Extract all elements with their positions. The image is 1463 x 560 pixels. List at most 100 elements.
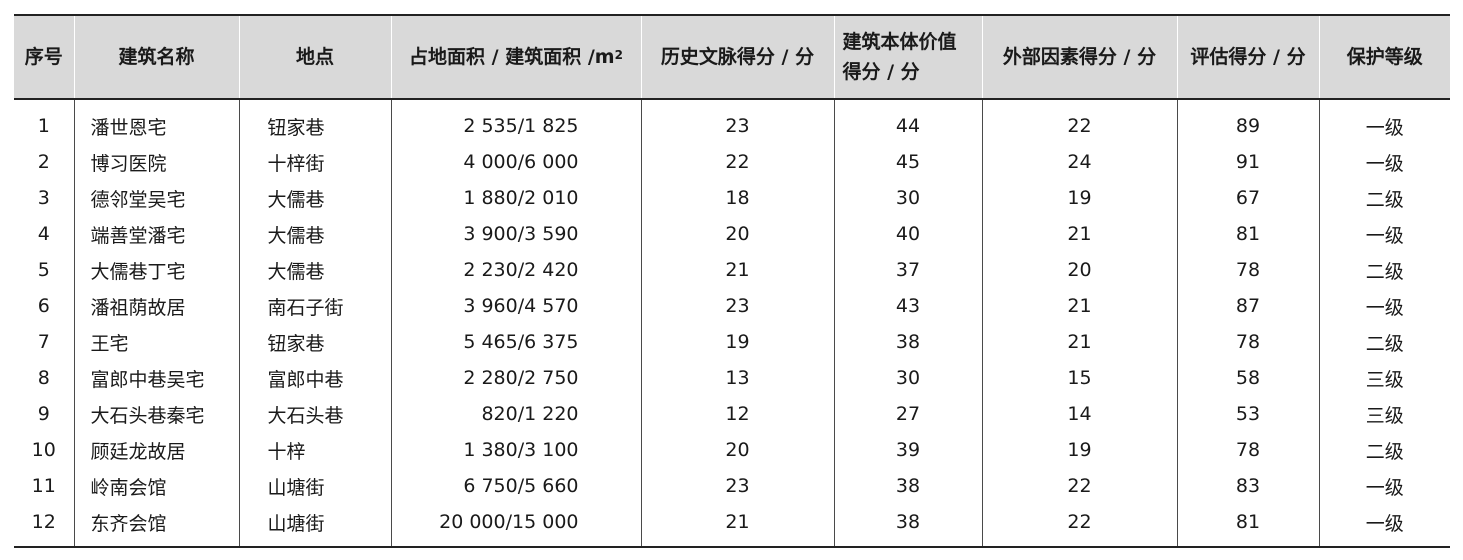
table-row: 1 潘世恩宅 钮家巷 2 535/1 825 23 44 22 89 一级 [14,99,1450,144]
header-external: 外部因素得分 / 分 [981,14,1177,100]
cell-area: 5 465/6 375 [390,324,641,360]
building-assessment-table: 序号 建筑名称 地点 占地面积 / 建筑面积 /m2 历史文脉得分 / 分 建筑… [14,14,1450,548]
header-value-line2: 得分 / 分 [842,61,920,83]
cell-no: 8 [37,367,50,389]
cell-value: 38 [833,468,982,504]
cell-no: 2 [37,151,50,173]
cell-history: 12 [640,396,834,432]
cell-location: 钮家巷 [238,99,391,144]
table-row: 5 大儒巷丁宅 大儒巷 2 230/2 420 21 37 20 78 二级 [14,252,1450,288]
header-area: 占地面积 / 建筑面积 /m2 [390,14,641,100]
cell-external: 22 [981,504,1177,548]
cell-name: 东齐会馆 [73,504,239,548]
table-row: 10 顾廷龙故居 十梓 1 380/3 100 20 39 19 78 二级 [14,432,1450,468]
cell-name: 顾廷龙故居 [73,432,239,468]
cell-name: 端善堂潘宅 [73,216,239,252]
header-level: 保护等级 [1318,14,1450,100]
cell-no: 1 [37,115,50,137]
cell-name: 大儒巷丁宅 [73,252,239,288]
cell-level: 三级 [1318,360,1450,396]
cell-external: 20 [981,252,1177,288]
cell-history: 21 [640,504,834,548]
cell-level: 一级 [1318,288,1450,324]
cell-total: 78 [1176,252,1319,288]
cell-location: 大儒巷 [238,216,391,252]
cell-area: 3 960/4 570 [390,288,641,324]
cell-value: 30 [833,180,982,216]
cell-level: 一级 [1318,144,1450,180]
cell-no: 11 [31,475,56,497]
cell-total: 91 [1176,144,1319,180]
cell-no: 5 [37,259,50,281]
cell-area: 6 750/5 660 [390,468,641,504]
cell-level: 一级 [1318,216,1450,252]
cell-total: 89 [1176,99,1319,144]
cell-history: 21 [640,252,834,288]
cell-external: 24 [981,144,1177,180]
cell-external: 19 [981,180,1177,216]
cell-location: 大儒巷 [238,180,391,216]
cell-name: 德邻堂吴宅 [73,180,239,216]
table-container: 序号 建筑名称 地点 占地面积 / 建筑面积 /m2 历史文脉得分 / 分 建筑… [14,14,1450,548]
table-row: 4 端善堂潘宅 大儒巷 3 900/3 590 20 40 21 81 一级 [14,216,1450,252]
cell-location: 钮家巷 [238,324,391,360]
cell-total: 81 [1176,504,1319,548]
cell-external: 22 [981,468,1177,504]
cell-no: 12 [14,504,74,548]
cell-area: 3 900/3 590 [390,216,641,252]
table-row: 12 东齐会馆 山塘街 20 000/15 000 21 38 22 81 一级 [14,504,1450,548]
cell-total: 81 [1176,216,1319,252]
cell-value: 38 [833,504,982,548]
cell-location: 富郎中巷 [238,360,391,396]
cell-no: 3 [37,187,50,209]
cell-value: 37 [833,252,982,288]
cell-area: 820/1 220 [390,396,641,432]
cell-location: 山塘街 [238,504,391,548]
cell-value: 45 [833,144,982,180]
cell-history: 23 [640,99,834,144]
table-row: 7 王宅 钮家巷 5 465/6 375 19 38 21 78 二级 [14,324,1450,360]
cell-area: 2 280/2 750 [390,360,641,396]
header-history: 历史文脉得分 / 分 [640,14,834,100]
cell-value: 30 [833,360,982,396]
cell-name: 潘世恩宅 [73,99,239,144]
cell-area: 20 000/15 000 [390,504,641,548]
cell-history: 23 [640,288,834,324]
cell-location: 十梓街 [238,144,391,180]
cell-external: 15 [981,360,1177,396]
cell-value: 40 [833,216,982,252]
table-row: 6 潘祖荫故居 南石子街 3 960/4 570 23 43 21 87 一级 [14,288,1450,324]
header-total: 评估得分 / 分 [1176,14,1319,100]
cell-level: 一级 [1318,99,1450,144]
header-area-sup: 2 [614,48,623,62]
cell-external: 21 [981,216,1177,252]
cell-level: 二级 [1318,324,1450,360]
cell-external: 21 [981,324,1177,360]
cell-name: 博习医院 [73,144,239,180]
cell-name: 岭南会馆 [73,468,239,504]
cell-name: 富郎中巷吴宅 [73,360,239,396]
cell-location: 十梓 [238,432,391,468]
cell-total: 87 [1176,288,1319,324]
cell-area: 2 535/1 825 [390,99,641,144]
table-body: 1 潘世恩宅 钮家巷 2 535/1 825 23 44 22 89 一级 2 博习医院 十梓街 4 0… [14,99,1450,548]
cell-location: 大石头巷 [238,396,391,432]
header-value: 建筑本体价值 得分 / 分 [833,14,982,100]
cell-level: 二级 [1318,180,1450,216]
cell-no: 6 [37,295,50,317]
cell-history: 20 [640,432,834,468]
cell-name: 王宅 [73,324,239,360]
cell-history: 20 [640,216,834,252]
cell-name: 潘祖荫故居 [73,288,239,324]
cell-value: 38 [833,324,982,360]
table-row: 2 博习医院 十梓街 4 000/6 000 22 45 24 91 一级 [14,144,1450,180]
cell-level: 二级 [1318,252,1450,288]
cell-location: 山塘街 [238,468,391,504]
cell-no: 7 [37,331,50,353]
cell-value: 27 [833,396,982,432]
cell-history: 19 [640,324,834,360]
header-location: 地点 [238,14,391,100]
cell-history: 22 [640,144,834,180]
cell-value: 39 [833,432,982,468]
cell-location: 大儒巷 [238,252,391,288]
